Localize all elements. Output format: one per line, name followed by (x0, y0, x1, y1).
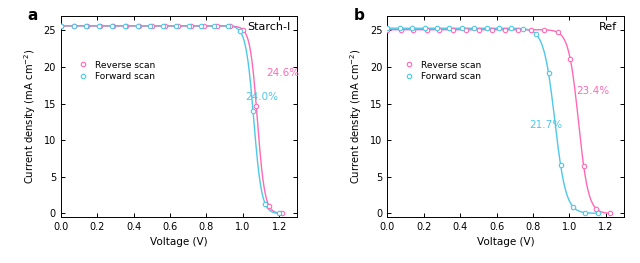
Reverse scan (252, 104, 260, 107)
Reverse scan (580, 164, 588, 167)
Reverse scan (423, 28, 431, 31)
Forward scan (211, 24, 218, 27)
Forward scan (147, 24, 154, 27)
Reverse scan (527, 28, 534, 31)
Text: Starch-I: Starch-I (247, 22, 291, 32)
Forward scan (545, 72, 552, 75)
Forward scan (57, 24, 65, 27)
Text: 21.7%: 21.7% (529, 120, 563, 130)
Reverse scan (265, 204, 273, 207)
Forward scan (408, 27, 416, 30)
Reverse scan (278, 212, 286, 215)
Forward scan (483, 27, 490, 30)
Forward scan (159, 24, 167, 27)
Reverse scan (161, 24, 169, 28)
Forward scan (236, 30, 244, 33)
Legend: Reverse scan, Forward scan: Reverse scan, Forward scan (75, 60, 155, 81)
Forward scan (262, 203, 269, 206)
Text: Ref: Ref (599, 22, 617, 32)
Reverse scan (475, 28, 483, 31)
Forward scan (570, 205, 577, 209)
Reverse scan (122, 24, 130, 28)
Reverse scan (70, 24, 78, 28)
Forward scan (185, 24, 193, 27)
Forward scan (396, 27, 404, 30)
Forward scan (83, 24, 90, 27)
Forward scan (275, 212, 282, 215)
Reverse scan (109, 24, 116, 28)
Reverse scan (213, 24, 221, 28)
Forward scan (172, 24, 180, 27)
Y-axis label: Current density (mA cm$^{-2}$): Current density (mA cm$^{-2}$) (349, 49, 364, 184)
Forward scan (121, 24, 129, 27)
Reverse scan (606, 212, 614, 215)
Reverse scan (148, 24, 156, 28)
Text: a: a (28, 8, 38, 23)
Reverse scan (410, 28, 417, 31)
Forward scan (134, 24, 142, 27)
Forward scan (224, 24, 232, 28)
Forward scan (495, 27, 502, 30)
Forward scan (421, 27, 429, 30)
X-axis label: Voltage (V): Voltage (V) (150, 237, 208, 247)
Reverse scan (227, 24, 234, 28)
Forward scan (95, 24, 103, 27)
Forward scan (198, 24, 205, 27)
Forward scan (508, 27, 515, 30)
Forward scan (520, 27, 527, 31)
Forward scan (433, 27, 440, 30)
Line: Reverse scan: Reverse scan (59, 24, 284, 216)
Reverse scan (383, 28, 391, 31)
Forward scan (458, 27, 466, 30)
Text: 23.4%: 23.4% (577, 86, 610, 96)
Line: Reverse scan: Reverse scan (385, 27, 612, 216)
Reverse scan (188, 24, 195, 28)
Reverse scan (174, 24, 182, 28)
Reverse scan (436, 28, 444, 31)
Forward scan (594, 212, 602, 215)
Text: b: b (354, 8, 365, 23)
Reverse scan (57, 24, 65, 28)
Forward scan (557, 163, 564, 166)
Line: Forward scan: Forward scan (385, 26, 600, 216)
Text: 24.6%: 24.6% (267, 68, 300, 78)
Reverse scan (397, 28, 404, 31)
Forward scan (108, 24, 116, 27)
X-axis label: Voltage (V): Voltage (V) (477, 237, 534, 247)
Line: Forward scan: Forward scan (59, 23, 281, 216)
Reverse scan (449, 28, 456, 31)
Forward scan (383, 27, 391, 30)
Forward scan (445, 27, 453, 30)
Reverse scan (200, 24, 207, 28)
Reverse scan (554, 31, 561, 34)
Reverse scan (136, 24, 143, 28)
Y-axis label: Current density (mA cm$^{-2}$): Current density (mA cm$^{-2}$) (22, 49, 38, 184)
Forward scan (470, 27, 478, 30)
Reverse scan (488, 28, 496, 31)
Reverse scan (462, 28, 470, 31)
Text: 24.0%: 24.0% (245, 92, 278, 102)
Reverse scan (239, 28, 247, 31)
Reverse scan (515, 28, 522, 31)
Forward scan (70, 24, 77, 27)
Forward scan (532, 32, 540, 36)
Reverse scan (593, 207, 600, 210)
Reverse scan (83, 24, 90, 28)
Forward scan (249, 110, 257, 113)
Forward scan (581, 211, 589, 214)
Reverse scan (96, 24, 104, 28)
Reverse scan (566, 57, 574, 60)
Reverse scan (501, 28, 509, 31)
Legend: Reverse scan, Forward scan: Reverse scan, Forward scan (401, 60, 481, 81)
Reverse scan (540, 28, 548, 32)
